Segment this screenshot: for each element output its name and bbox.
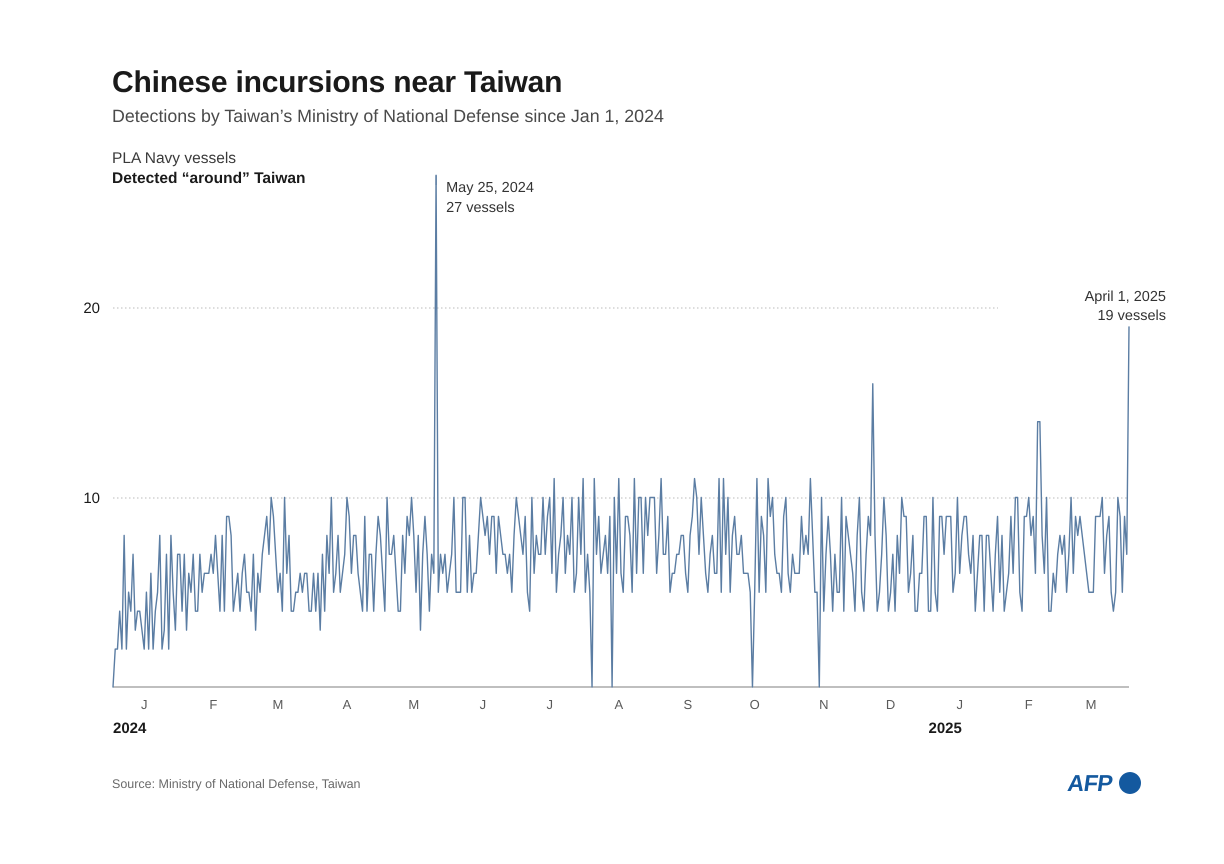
svg-text:April 1, 2025: April 1, 2025 <box>1085 289 1166 305</box>
svg-text:AFP: AFP <box>1066 770 1114 796</box>
svg-text:20: 20 <box>83 300 100 317</box>
svg-text:19 vessels: 19 vessels <box>1097 308 1166 324</box>
svg-text:A: A <box>614 697 623 712</box>
svg-text:F: F <box>209 697 217 712</box>
svg-text:10: 10 <box>83 490 100 507</box>
svg-text:M: M <box>272 697 283 712</box>
svg-text:M: M <box>408 697 419 712</box>
svg-text:J: J <box>141 697 148 712</box>
svg-text:S: S <box>683 697 692 712</box>
svg-text:2024: 2024 <box>113 720 147 737</box>
svg-text:J: J <box>546 697 553 712</box>
svg-text:2025: 2025 <box>929 720 962 737</box>
svg-text:F: F <box>1025 697 1033 712</box>
svg-text:D: D <box>886 697 895 712</box>
svg-text:A: A <box>343 697 352 712</box>
svg-text:J: J <box>956 697 963 712</box>
svg-text:N: N <box>819 697 828 712</box>
svg-text:27 vessels: 27 vessels <box>446 200 515 216</box>
svg-text:J: J <box>480 697 487 712</box>
svg-text:May 25, 2024: May 25, 2024 <box>446 180 534 196</box>
svg-text:O: O <box>750 697 760 712</box>
svg-text:M: M <box>1086 697 1097 712</box>
